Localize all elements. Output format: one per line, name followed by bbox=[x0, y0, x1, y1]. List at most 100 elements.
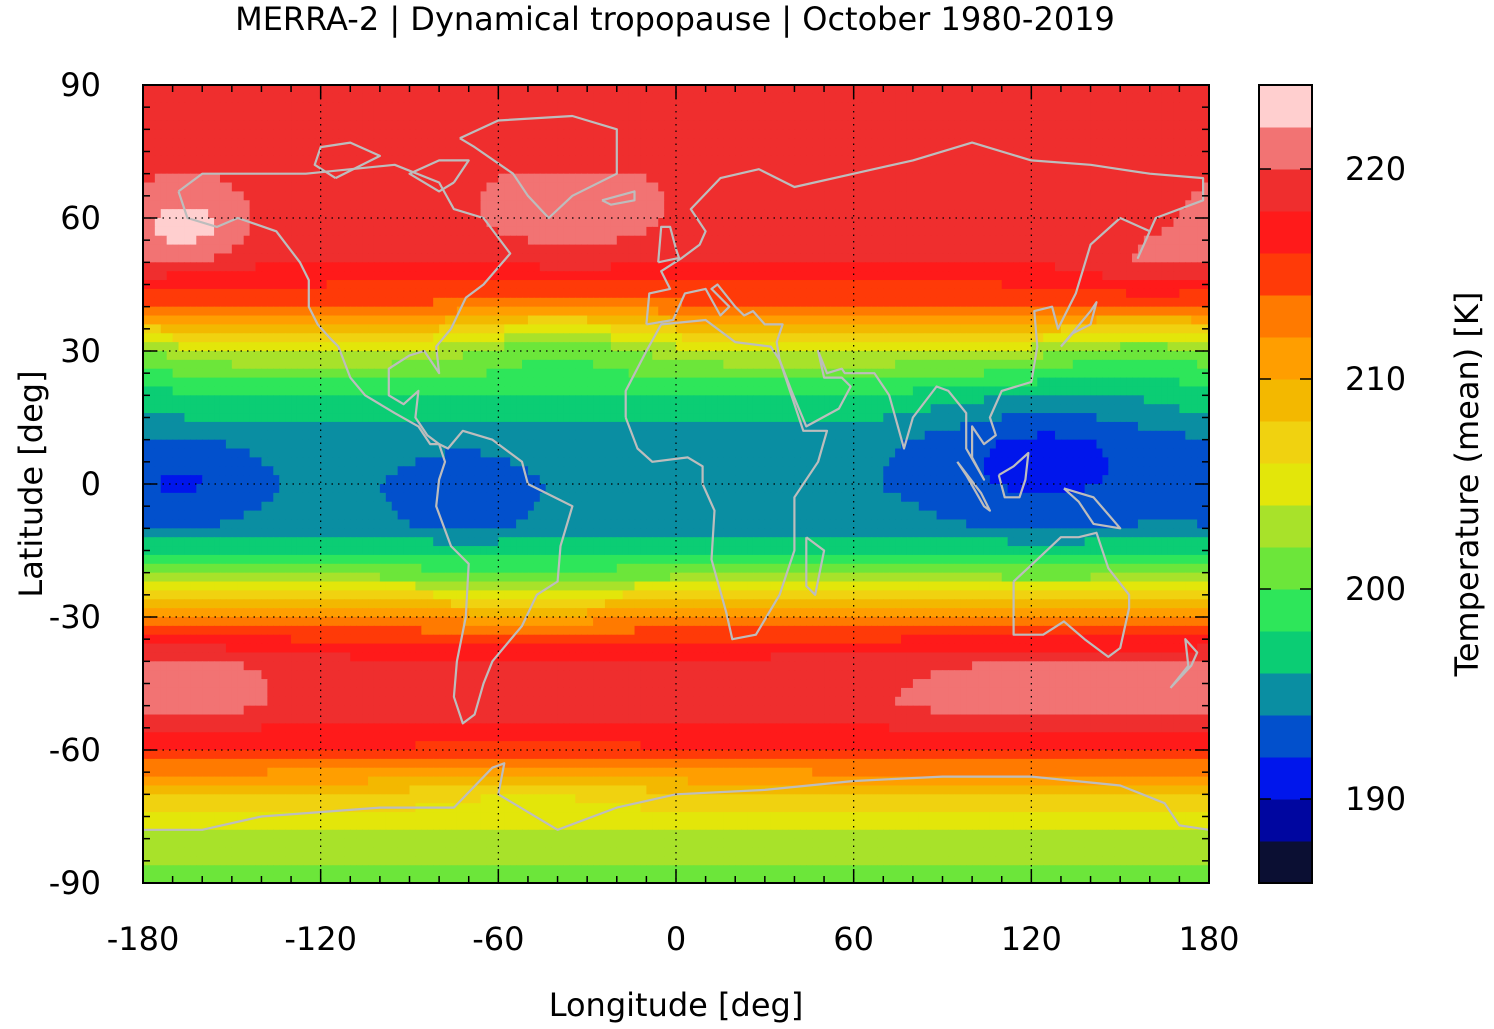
field-cell bbox=[889, 164, 896, 175]
field-cell bbox=[273, 262, 280, 272]
field-cell bbox=[1060, 262, 1068, 272]
field-cell bbox=[368, 182, 375, 192]
field-cell bbox=[723, 102, 730, 113]
field-cell bbox=[640, 324, 647, 334]
field-cell bbox=[344, 280, 351, 290]
field-cell bbox=[604, 138, 612, 148]
field-cell bbox=[166, 182, 174, 192]
field-cell bbox=[936, 138, 944, 148]
field-cell bbox=[1185, 262, 1192, 272]
field-cell bbox=[593, 129, 600, 139]
field-cell bbox=[640, 164, 647, 175]
field-cell bbox=[646, 324, 653, 334]
field-cell bbox=[593, 182, 600, 192]
field-cell bbox=[1143, 271, 1151, 281]
field-cell bbox=[1173, 164, 1180, 175]
field-cell bbox=[267, 209, 274, 219]
field-cell bbox=[1025, 111, 1032, 122]
field-cell bbox=[415, 191, 422, 201]
field-cell bbox=[237, 200, 245, 210]
field-cell bbox=[255, 138, 263, 148]
field-cell bbox=[267, 244, 274, 255]
field-cell bbox=[924, 111, 932, 122]
field-cell bbox=[403, 315, 411, 325]
field-cell bbox=[1132, 120, 1139, 130]
field-cell bbox=[1179, 226, 1186, 237]
field-cell bbox=[184, 164, 191, 175]
field-cell bbox=[1060, 235, 1068, 246]
field-cell bbox=[859, 173, 867, 184]
field-cell bbox=[196, 271, 203, 281]
field-cell bbox=[877, 138, 884, 148]
field-cell bbox=[563, 102, 570, 113]
field-cell bbox=[1108, 102, 1115, 113]
field-cell bbox=[616, 138, 624, 148]
field-cell bbox=[1203, 306, 1209, 317]
field-cell bbox=[1060, 129, 1068, 139]
field-cell bbox=[853, 244, 861, 255]
field-cell bbox=[847, 244, 855, 255]
field-cell bbox=[243, 147, 251, 157]
field-cell bbox=[385, 306, 393, 317]
field-cell bbox=[806, 182, 813, 192]
field-cell bbox=[687, 129, 695, 139]
field-cell bbox=[178, 93, 186, 104]
field-cell bbox=[741, 297, 748, 308]
field-cell bbox=[1185, 120, 1192, 130]
field-cell bbox=[285, 102, 292, 113]
field-cell bbox=[551, 182, 559, 192]
field-cell bbox=[812, 209, 819, 219]
field-cell bbox=[658, 324, 665, 334]
field-cell bbox=[989, 147, 997, 157]
field-cell bbox=[995, 182, 1003, 192]
field-cell bbox=[368, 306, 375, 317]
field-cell bbox=[1137, 235, 1145, 246]
field-cell bbox=[421, 235, 428, 246]
field-cell bbox=[640, 244, 647, 255]
field-cell bbox=[385, 129, 393, 139]
field-cell bbox=[362, 120, 369, 130]
field-cell bbox=[770, 147, 778, 157]
field-cell bbox=[758, 288, 766, 299]
field-cell bbox=[628, 138, 636, 148]
field-cell bbox=[320, 218, 328, 228]
field-cell bbox=[1179, 288, 1186, 299]
field-cell bbox=[291, 306, 298, 317]
field-cell bbox=[456, 280, 464, 290]
field-cell bbox=[853, 129, 861, 139]
field-cell bbox=[912, 93, 920, 104]
field-cell bbox=[308, 235, 316, 246]
field-cell bbox=[1031, 280, 1038, 290]
field-cell bbox=[456, 315, 464, 325]
field-cell bbox=[818, 120, 825, 130]
field-cell bbox=[456, 235, 464, 246]
field-cell bbox=[735, 315, 742, 325]
field-cell bbox=[871, 93, 878, 104]
field-cell bbox=[427, 147, 434, 157]
field-cell bbox=[995, 226, 1003, 237]
field-cell bbox=[273, 315, 280, 325]
field-cell bbox=[622, 191, 630, 201]
field-cell bbox=[462, 306, 470, 317]
field-cell bbox=[261, 297, 268, 308]
field-cell bbox=[978, 288, 985, 299]
field-cell bbox=[865, 209, 873, 219]
field-cell bbox=[622, 306, 630, 317]
field-cell bbox=[924, 288, 932, 299]
field-cell bbox=[326, 85, 334, 95]
field-cell bbox=[705, 209, 713, 219]
field-cell bbox=[1137, 306, 1145, 317]
field-cell bbox=[972, 182, 979, 192]
field-cell bbox=[462, 147, 470, 157]
field-cell bbox=[1019, 102, 1027, 113]
field-cell bbox=[1001, 164, 1009, 175]
field-cell bbox=[154, 173, 162, 184]
field-cell bbox=[551, 288, 559, 299]
field-cell bbox=[1114, 262, 1121, 272]
field-cell bbox=[1025, 271, 1032, 281]
field-cell bbox=[1108, 288, 1115, 299]
field-cell bbox=[800, 85, 807, 95]
field-cell bbox=[806, 297, 813, 308]
field-cell bbox=[634, 182, 642, 192]
field-cell bbox=[456, 111, 464, 122]
